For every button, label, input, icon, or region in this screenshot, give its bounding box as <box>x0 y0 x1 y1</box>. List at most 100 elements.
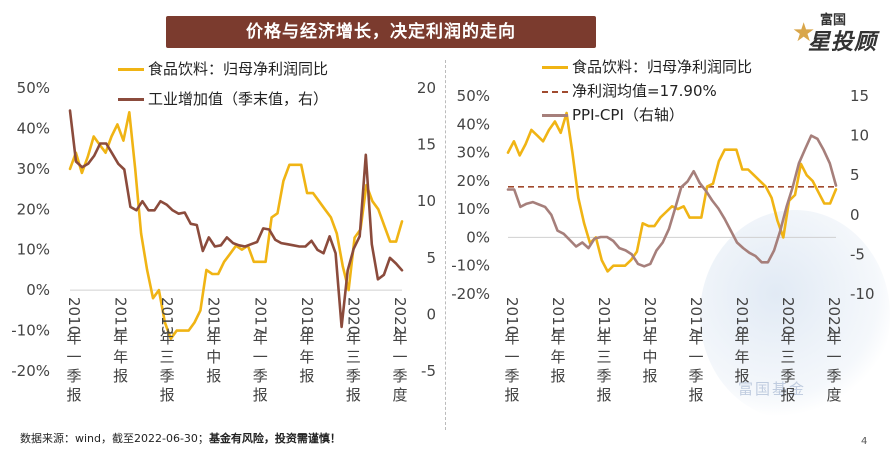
x-tick-char: 报 <box>688 386 703 404</box>
left-legend-label-2: 工业增加值（季末值，右） <box>148 90 329 108</box>
x-tick-year: 2020 <box>344 297 362 335</box>
x-tick-char: 年 <box>346 329 361 347</box>
logo-small-text: 富国 <box>820 13 847 28</box>
y-left-tick-label: 20% <box>17 200 50 218</box>
x-tick-char: 年 <box>299 348 314 366</box>
x-tick-char: 一 <box>66 348 81 366</box>
y-left-tick-label: 30% <box>457 144 490 162</box>
x-tick-char: 年 <box>206 329 221 347</box>
y-right-tick-label: 0 <box>850 206 860 224</box>
x-tick-year: 2011 <box>549 297 567 335</box>
footer-note: 数据来源：wind，截至2022-06-30；基金有风险，投资需谨慎！ <box>20 430 341 446</box>
x-tick-char: 年 <box>504 329 519 347</box>
series-line-right-axis <box>506 134 838 268</box>
x-tick-year: 2017 <box>687 297 705 335</box>
y-left-tick-label: 30% <box>17 160 50 178</box>
right-legend-label-1: 食品饮料：归母净利润同比 <box>572 58 753 76</box>
y-right-tick-label: -5 <box>850 245 865 263</box>
y-left-tick-label: -10% <box>451 257 490 275</box>
x-tick-char: 年 <box>550 348 565 366</box>
right-chart-panel: 50% 40% 30% 20% 10% 0% -10% -20% 15 10 5 0 -5 -10 2010… <box>446 56 891 428</box>
x-tick-char: 季 <box>392 367 407 385</box>
x-tick-char: 年 <box>160 329 175 347</box>
legend-swatch-gold <box>542 66 568 69</box>
y-left-tick-label: 40% <box>457 115 490 133</box>
watermark-circle <box>700 210 890 420</box>
chart-title: 价格与经济增长，决定利润的走向 <box>166 16 596 48</box>
x-tick-char: 报 <box>734 367 749 385</box>
x-tick-char: 中 <box>206 348 221 366</box>
right-legend-item-3: PPI-CPI（右轴） <box>542 106 684 124</box>
y-right-tick-label: 0 <box>426 305 436 323</box>
y-left-tick-label: 50% <box>17 79 50 97</box>
legend-swatch-ppi <box>542 114 568 117</box>
x-tick-char: 一 <box>826 348 841 366</box>
right-legend-item-2: 净利润均值=17.90% <box>542 82 717 100</box>
x-tick-char: 报 <box>66 386 81 404</box>
x-tick-char: 年 <box>113 348 128 366</box>
y-right-tick-label: 10 <box>850 127 869 145</box>
x-tick-char: 一 <box>688 348 703 366</box>
right-legend-label-3: PPI-CPI（右轴） <box>572 106 684 124</box>
logo-big-text: 星投顾 <box>808 30 878 55</box>
page-number: 4 <box>861 436 868 447</box>
y-right-tick-label: -10 <box>850 285 875 303</box>
x-tick-char: 中 <box>642 348 657 366</box>
x-tick-year: 2015 <box>205 297 223 335</box>
y-left-tick-label: 0% <box>466 228 490 246</box>
footer-source: 数据来源：wind，截至2022-06-30； <box>20 432 209 445</box>
right-legend-label-2: 净利润均值=17.90% <box>572 82 717 100</box>
y-left-tick-label: 0% <box>26 281 50 299</box>
x-tick-char: 季 <box>780 367 795 385</box>
x-tick-year: 2010 <box>503 297 521 335</box>
x-tick-year: 2011 <box>112 297 130 335</box>
left-chart-svg: 50%40%30%20%10%0%-10%-20%20151050-52010年… <box>11 79 436 404</box>
left-legend-label-1: 食品饮料：归母净利润同比 <box>148 60 329 78</box>
x-tick-char: 报 <box>160 386 175 404</box>
x-tick-char: 报 <box>346 386 361 404</box>
x-tick-char: 报 <box>504 386 519 404</box>
x-tick-year: 2022 <box>391 297 409 335</box>
y-right-tick-label: -5 <box>421 362 436 380</box>
x-tick-char: 报 <box>596 386 611 404</box>
left-chart-panel: 50% 40% 30% 20% 10% 0% -10% -20% 20 15 10 5 0 -5 2010 年… <box>0 56 445 428</box>
x-tick-char: 三 <box>160 348 175 366</box>
y-right-tick-label: 15 <box>417 136 436 154</box>
x-tick-char: 一 <box>504 348 519 366</box>
x-tick-char: 年 <box>66 329 81 347</box>
x-tick-char: 季 <box>596 367 611 385</box>
right-legend-item-1: 食品饮料：归母净利润同比 <box>542 58 752 76</box>
y-left-tick-label: 10% <box>17 241 50 259</box>
x-tick-char: 年 <box>299 329 314 347</box>
x-tick-char: 报 <box>780 386 795 404</box>
legend-swatch-dashed <box>542 90 568 93</box>
x-tick-char: 一 <box>392 348 407 366</box>
x-tick-char: 年 <box>734 329 749 347</box>
x-tick-char: 年 <box>113 329 128 347</box>
y-right-tick-label: 20 <box>417 79 436 97</box>
x-tick-char: 年 <box>392 329 407 347</box>
brand-logo: ★ 富国 星投顾 <box>788 8 884 55</box>
x-tick-char: 季 <box>504 367 519 385</box>
x-tick-char: 报 <box>299 367 314 385</box>
left-legend-item-1: 食品饮料：归母净利润同比 <box>118 60 328 78</box>
x-tick-char: 度 <box>392 386 407 404</box>
x-tick-char: 季 <box>826 367 841 385</box>
x-tick-char: 报 <box>113 367 128 385</box>
y-left-tick-label: -20% <box>451 285 490 303</box>
x-tick-char: 季 <box>66 367 81 385</box>
y-right-tick-label: 5 <box>850 166 860 184</box>
x-tick-char: 报 <box>550 367 565 385</box>
series-line-net-profit <box>506 111 838 273</box>
